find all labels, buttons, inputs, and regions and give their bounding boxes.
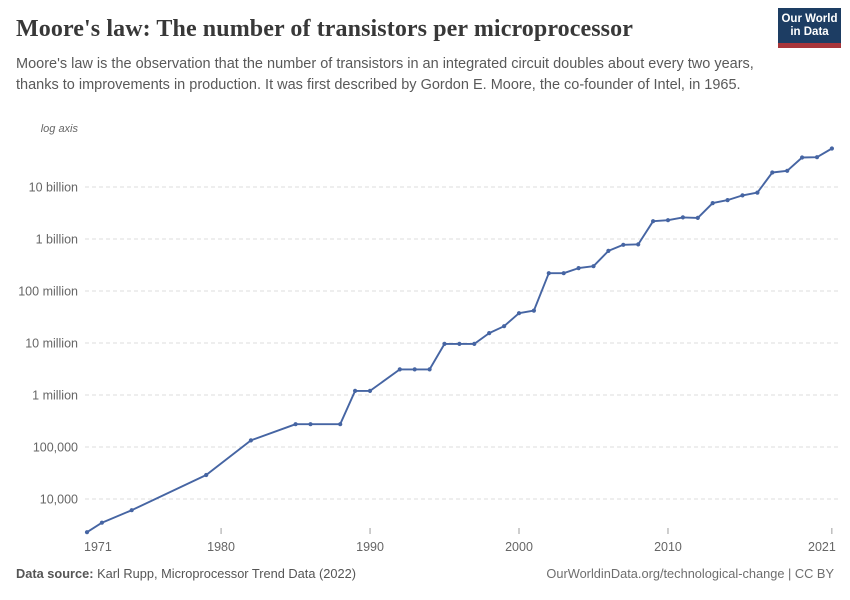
x-axis-tick-label: 2010 (654, 540, 682, 554)
y-axis-tick-label: 10 million (25, 337, 78, 351)
data-point-marker (487, 331, 492, 336)
data-line (86, 147, 833, 534)
y-axis-tick-label: 1 million (32, 389, 78, 403)
y-axis-tick-label: 1 billion (36, 233, 78, 247)
data-point-marker (770, 170, 775, 175)
data-point-marker (204, 472, 209, 478)
log-axis-label: log axis (41, 123, 79, 135)
owid-logo: Our World in Data (778, 8, 841, 48)
data-point-marker (665, 218, 671, 223)
y-axis-tick-label: 10 billion (29, 181, 78, 195)
data-point-marker (338, 422, 343, 427)
data-point-marker (502, 324, 507, 329)
data-point-marker (442, 341, 447, 346)
x-axis-tick-label: 1990 (356, 540, 384, 554)
data-point-marker (621, 242, 626, 247)
data-point-marker (472, 341, 477, 346)
chart-title: Moore's law: The number of transistors p… (16, 16, 633, 42)
data-point-marker (531, 308, 537, 313)
x-axis-tick-label: 1980 (207, 540, 235, 554)
x-axis-tick-label: 2021 (808, 540, 836, 554)
data-point-marker (710, 201, 715, 206)
data-point-marker (725, 198, 730, 203)
data-point-marker (84, 530, 90, 535)
data-point-marker (248, 438, 253, 443)
data-point-marker (397, 367, 402, 372)
data-point-marker (829, 146, 835, 151)
x-axis-tick-label: 2000 (505, 540, 533, 554)
data-point-marker (427, 367, 432, 372)
owid-logo-line2: in Data (790, 25, 829, 38)
data-point-marker (293, 422, 298, 427)
y-axis-tick-label: 10,000 (40, 493, 78, 507)
data-point-marker (651, 219, 656, 224)
y-axis-tick-label: 100,000 (33, 441, 78, 455)
chart-footer: Data source: Karl Rupp, Microprocessor T… (16, 566, 834, 581)
owid-logo-line1: Our World (781, 12, 838, 25)
data-point-marker (755, 190, 760, 195)
data-point-marker (785, 168, 790, 173)
data-point-marker (99, 520, 104, 525)
x-axis-tick-label: 1971 (84, 540, 112, 554)
data-point-marker (412, 367, 417, 372)
data-point-marker (546, 271, 551, 276)
data-point-marker (308, 422, 313, 427)
data-point-marker (561, 271, 566, 276)
data-point-marker (591, 264, 596, 269)
data-source-text: Karl Rupp, Microprocessor Trend Data (20… (93, 566, 356, 581)
data-point-marker (129, 508, 134, 513)
data-point-marker (606, 248, 611, 253)
y-axis-tick-label: 100 million (18, 285, 78, 299)
data-point-marker (800, 155, 805, 160)
data-point-marker (636, 242, 641, 247)
data-point-marker (576, 266, 581, 271)
chart-subtitle: Moore's law is the observation that the … (16, 56, 754, 93)
data-point-marker (740, 193, 745, 198)
data-point-marker (814, 155, 820, 160)
data-point-marker (695, 215, 700, 220)
data-point-marker (516, 311, 522, 316)
data-point-marker (353, 388, 358, 393)
data-point-marker (680, 215, 686, 220)
data-source-label: Data source: (16, 566, 94, 581)
credit-link[interactable]: OurWorldinData.org/technological-change … (546, 566, 834, 581)
data-point-marker (457, 341, 462, 346)
data-source: Data source: Karl Rupp, Microprocessor T… (16, 566, 356, 581)
data-point-marker (367, 388, 373, 393)
